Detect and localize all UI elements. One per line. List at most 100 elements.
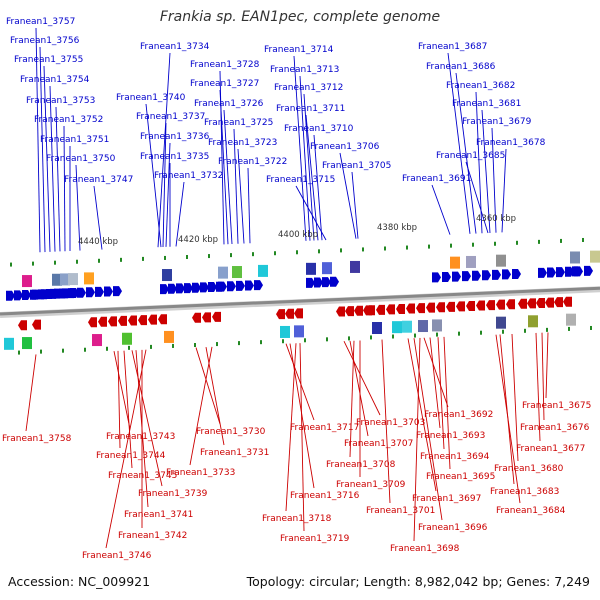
ruler-label: 4420 kbp (178, 235, 218, 245)
track-tick (238, 341, 240, 346)
forward-gene-arrow (547, 267, 556, 278)
forward-gene-label: Franean1_3756 (10, 36, 80, 46)
reverse-gene-leader (541, 332, 545, 421)
reverse-gene-leader (105, 349, 147, 549)
track-tick (10, 262, 12, 267)
forward-gene-label: Franean1_3740 (116, 93, 186, 103)
reverse-feature-block (122, 332, 132, 345)
forward-gene-arrow (482, 270, 491, 281)
reverse-gene-leader (413, 338, 443, 521)
forward-feature-block (322, 262, 332, 275)
reverse-gene-arrow (466, 300, 475, 311)
reverse-gene-arrow (436, 302, 445, 313)
reverse-gene-arrow (18, 320, 27, 331)
map-title: Frankia sp. EAN1pec, complete genome (159, 9, 441, 25)
reverse-gene-label: Franean1_3695 (426, 472, 495, 482)
forward-gene-leader (293, 55, 307, 241)
forward-gene-arrow (432, 272, 441, 283)
track-tick (392, 334, 394, 339)
forward-gene-label: Franean1_3751 (40, 135, 109, 145)
reverse-gene-leader (413, 337, 421, 542)
track-tick (216, 342, 218, 347)
reverse-gene-label: Franean1_3745 (108, 471, 177, 481)
reverse-gene-arrow (406, 303, 415, 314)
forward-feature-block (162, 269, 172, 282)
reverse-gene-label: Franean1_3733 (166, 468, 235, 478)
track-tick (62, 348, 64, 353)
track-tick (414, 333, 416, 338)
forward-gene-label: Franean1_3752 (34, 115, 103, 125)
forward-gene-arrow (452, 271, 461, 282)
reverse-feature-block (92, 334, 102, 347)
forward-gene-label: Franean1_3726 (194, 99, 264, 109)
forward-gene-leader (39, 46, 46, 253)
forward-gene-label: Franean1_3681 (452, 99, 521, 109)
forward-gene-arrow (314, 277, 323, 288)
forward-gene-leader (455, 72, 477, 234)
forward-gene-leader (157, 52, 171, 248)
reverse-gene-arrow (345, 306, 354, 317)
forward-gene-leader (447, 52, 471, 234)
reverse-gene-leader (495, 334, 521, 504)
reverse-gene-arrow (276, 309, 285, 320)
accession-label: Accession: NC_009921 (8, 574, 151, 589)
track-tick (98, 258, 100, 263)
reverse-gene-leader (131, 350, 163, 487)
track-tick (538, 239, 540, 244)
forward-feature-block (590, 250, 600, 263)
forward-gene-leader (165, 142, 171, 247)
forward-feature-block (350, 260, 360, 273)
reverse-gene-arrow (563, 296, 572, 307)
track-tick (494, 241, 496, 246)
forward-gene-leader (491, 127, 497, 233)
reverse-gene-label: Franean1_3707 (344, 439, 413, 449)
track-tick (516, 240, 518, 245)
forward-gene-arrow (254, 280, 263, 291)
reverse-gene-leader (423, 337, 449, 408)
track-tick (458, 331, 460, 336)
reverse-gene-leader (285, 343, 315, 421)
forward-feature-block (450, 256, 460, 269)
reverse-gene-arrow (158, 314, 167, 325)
forward-gene-label: Franean1_3734 (140, 42, 210, 52)
reverse-gene-label: Franean1_3701 (366, 506, 435, 516)
forward-gene-arrow (462, 271, 471, 282)
track-tick (480, 330, 482, 335)
track-tick (208, 254, 210, 259)
reverse-gene-leader (407, 338, 437, 492)
ruler-label: 4440 kbp (78, 237, 118, 247)
track-tick (546, 327, 548, 332)
track-tick (384, 246, 386, 251)
reverse-gene-leader (299, 343, 305, 532)
reverse-gene-arrow (416, 303, 425, 314)
forward-gene-label: Franean1_3735 (140, 152, 209, 162)
track-tick (326, 337, 328, 342)
reverse-gene-label: Franean1_3758 (2, 434, 72, 444)
track-tick (32, 261, 34, 266)
track-tick (340, 248, 342, 253)
forward-gene-leader (295, 185, 327, 241)
forward-gene-leader (43, 65, 51, 252)
reverse-gene-label: Franean1_3676 (520, 423, 590, 433)
forward-gene-arrow (22, 290, 31, 301)
forward-gene-arrow (86, 287, 95, 298)
track-tick (194, 343, 196, 348)
reverse-gene-arrow (336, 306, 345, 317)
forward-feature-block (84, 272, 94, 285)
track-tick (150, 344, 152, 349)
reverse-gene-label: Franean1_3694 (420, 452, 490, 462)
forward-gene-leader (93, 185, 103, 250)
forward-gene-label: Franean1_3713 (270, 65, 339, 75)
reverse-gene-arrow (366, 305, 375, 316)
reverse-feature-block (432, 319, 442, 332)
forward-gene-label: Franean1_3714 (264, 45, 334, 55)
forward-gene-arrow (565, 266, 574, 277)
forward-gene-label: Franean1_3712 (274, 83, 343, 93)
forward-gene-arrow (472, 270, 481, 281)
reverse-gene-label: Franean1_3677 (516, 444, 585, 454)
track-tick (296, 250, 298, 255)
forward-gene-label: Franean1_3687 (418, 42, 487, 52)
forward-gene-leader (63, 125, 66, 252)
forward-gene-arrow (6, 290, 15, 301)
forward-gene-leader (501, 148, 507, 233)
